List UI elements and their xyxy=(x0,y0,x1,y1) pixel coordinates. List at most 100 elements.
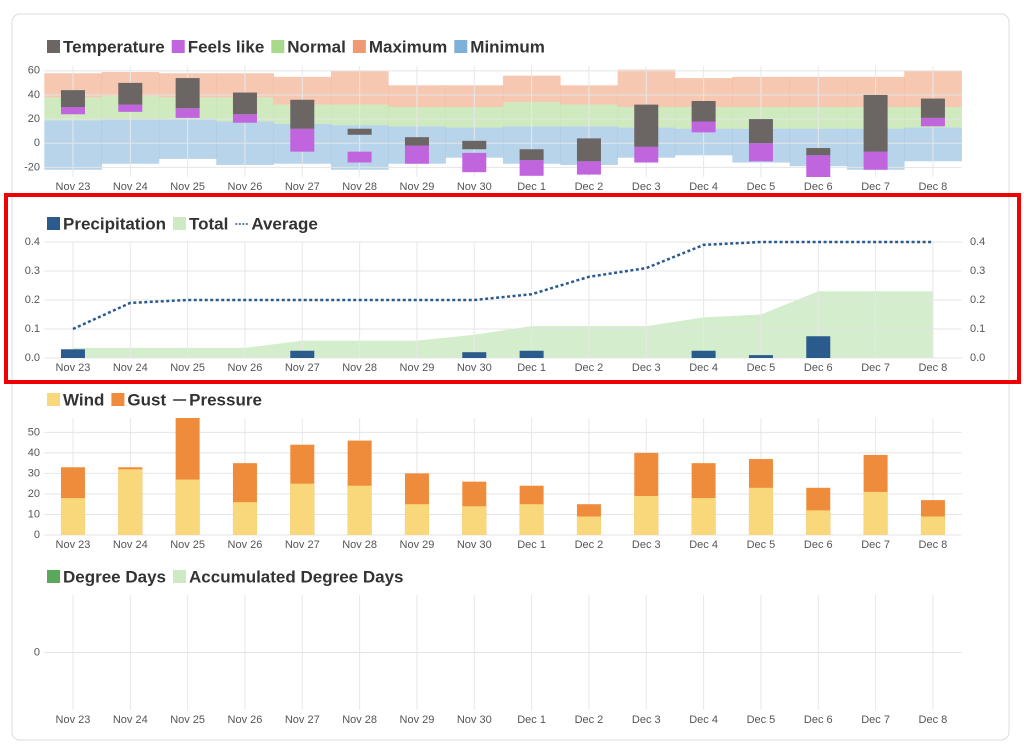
bar xyxy=(806,510,831,535)
grid xyxy=(44,595,962,710)
x-tick-label: Nov 30 xyxy=(457,362,492,374)
x-tick-label: Dec 5 xyxy=(747,362,776,374)
bar xyxy=(60,498,85,535)
y2-tick-label: 0.4 xyxy=(970,236,985,248)
x-tick-label: Nov 26 xyxy=(228,539,263,551)
x-tick-label: Nov 23 xyxy=(56,181,91,193)
x-tick-label: Dec 1 xyxy=(517,714,546,726)
chart: 0 Nov 23 Nov 24 Nov 25 Nov 26 Nov 27 Nov 28 Nov… xyxy=(34,567,962,726)
x-tick-label: Nov 29 xyxy=(400,181,435,193)
x-tick-label: Nov 25 xyxy=(170,539,205,551)
range-bar xyxy=(290,128,315,152)
chart: 0 10 20 30 40 50 Nov 23 Nov 24 Nov 25 Nov 26 Nov 2… xyxy=(28,390,962,551)
x-tick-label: Dec 1 xyxy=(517,362,546,374)
range-bar xyxy=(748,143,773,162)
bar xyxy=(462,506,487,535)
bar xyxy=(519,504,544,535)
x-tick-label: Dec 1 xyxy=(517,181,546,193)
y-tick-label: 30 xyxy=(28,467,40,479)
range-bar xyxy=(863,151,888,170)
x-tick-label: Nov 27 xyxy=(285,362,320,374)
bar xyxy=(863,491,888,535)
y2-tick-label: 0.1 xyxy=(970,323,985,335)
y2-tick-label: 0.3 xyxy=(970,265,985,277)
x-tick-label: Dec 8 xyxy=(919,181,948,193)
x-tick-label: Dec 4 xyxy=(689,539,718,551)
range-bar xyxy=(175,78,200,109)
legend-symbol xyxy=(171,40,185,53)
line xyxy=(72,240,933,331)
x-tick-label: Nov 27 xyxy=(285,714,320,726)
x-tick-label: Dec 7 xyxy=(861,539,890,551)
bar xyxy=(691,498,716,535)
chart: -20 0 20 40 60 Nov 23 Nov 24 Nov 25 Nov 26 Nov 27… xyxy=(24,37,962,193)
bar xyxy=(748,487,773,535)
legend-symbol xyxy=(47,40,60,53)
legend-label: Normal xyxy=(287,37,346,56)
x-tick-label: Nov 29 xyxy=(400,362,435,374)
x-tick-label: Dec 2 xyxy=(575,714,604,726)
bar xyxy=(462,352,487,358)
bar xyxy=(290,350,315,358)
range-bar xyxy=(347,151,372,163)
range-bar xyxy=(232,114,257,123)
y-tick-label: 0 xyxy=(34,646,40,658)
x-tick-label: Dec 7 xyxy=(861,362,890,374)
legend-symbol xyxy=(47,570,60,583)
range-bar xyxy=(462,140,487,150)
legend-symbol xyxy=(454,40,468,53)
legend-label: Accumulated Degree Days xyxy=(189,567,403,586)
x-tick-label: Nov 26 xyxy=(228,714,263,726)
x-tick-label: Nov 25 xyxy=(170,362,205,374)
range-bar xyxy=(576,161,601,175)
x-tick-label: Nov 30 xyxy=(457,181,492,193)
x-tick-label: Nov 24 xyxy=(113,181,148,193)
range-bar xyxy=(60,90,85,108)
bar xyxy=(576,516,601,535)
x-tick-label: Nov 26 xyxy=(228,362,263,374)
x-tick-label: Dec 8 xyxy=(919,714,948,726)
x-tick-label: Nov 28 xyxy=(342,539,377,551)
legend-label: Minimum xyxy=(470,37,545,56)
bar xyxy=(634,496,659,535)
x-tick-label: Dec 2 xyxy=(575,181,604,193)
legend-label: Maximum xyxy=(369,37,447,56)
x-tick-label: Nov 28 xyxy=(342,714,377,726)
x-tick-label: Dec 3 xyxy=(632,181,661,193)
legend-symbol xyxy=(352,40,366,53)
y-tick-label: 40 xyxy=(28,447,40,459)
range-bar xyxy=(462,152,487,173)
x-tick-label: Nov 28 xyxy=(342,362,377,374)
range-bar xyxy=(404,145,429,164)
legend-symbol xyxy=(271,40,285,53)
x-tick-label: Dec 2 xyxy=(575,362,604,374)
x-tick-label: Nov 29 xyxy=(400,714,435,726)
area xyxy=(72,291,933,358)
bar xyxy=(404,504,429,535)
legend-symbol xyxy=(47,393,60,406)
range-bar xyxy=(634,146,659,163)
y-tick-label: 50 xyxy=(28,426,40,438)
bar xyxy=(118,469,143,535)
chart: 0.0 0.1 0.2 0.3 0.4 0.0 0.1 0.2 0.3 0.4 Nov 23 Nov … xyxy=(25,214,986,373)
legend-label: Pressure xyxy=(189,390,262,409)
x-tick-label: Dec 4 xyxy=(689,362,718,374)
legend-label: Average xyxy=(251,214,317,233)
x-tick-label: Dec 3 xyxy=(632,539,661,551)
range-bar xyxy=(806,155,831,177)
bar xyxy=(232,502,257,535)
legend-symbol xyxy=(172,217,186,230)
x-tick-label: Dec 3 xyxy=(632,362,661,374)
y-tick-label: 0.1 xyxy=(25,323,40,335)
y-tick-label: 0.3 xyxy=(25,265,40,277)
x-tick-label: Dec 8 xyxy=(919,539,948,551)
legend-symbol xyxy=(47,217,60,230)
bar xyxy=(175,479,200,535)
x-tick-label: Dec 6 xyxy=(804,181,833,193)
x-tick-label: Dec 3 xyxy=(632,714,661,726)
range-bar xyxy=(347,128,372,135)
legend-label: Precipitation xyxy=(63,214,166,233)
x-tick-label: Dec 2 xyxy=(575,539,604,551)
